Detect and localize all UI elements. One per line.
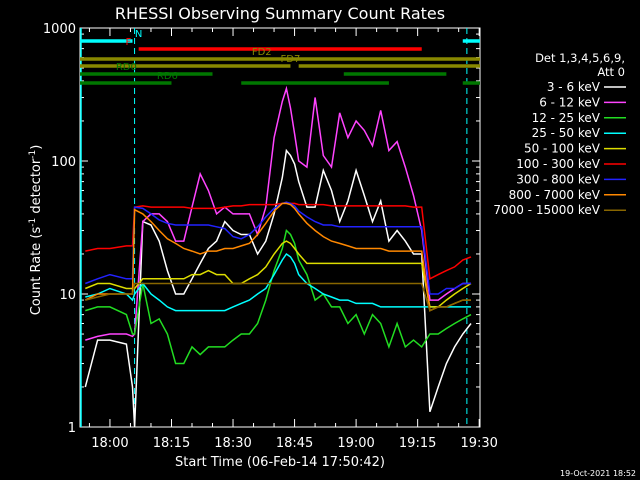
x-tick-label: 19:30 [460, 436, 497, 451]
series-line [84, 202, 471, 312]
series-line [85, 240, 472, 308]
x-tick-label: 19:15 [399, 436, 436, 451]
series-12-25keV [85, 229, 472, 365]
legend-label: 25 - 50 keV [532, 126, 601, 140]
night-boundaries [80, 28, 468, 427]
state-bar-label: RD6 [157, 71, 178, 82]
x-tick-label: 18:45 [276, 436, 313, 451]
plot-area [79, 27, 481, 428]
series-line [84, 148, 472, 428]
x-tick-label: 18:15 [153, 436, 190, 451]
state-bar-fd7: FD7 [80, 54, 480, 68]
series-line [85, 85, 471, 341]
state-bar-n: N [80, 29, 480, 43]
timestamp: 19-Oct-2021 18:52 [560, 469, 636, 478]
legend-label: 50 - 100 keV [524, 142, 601, 156]
series-7000-15000keV [85, 282, 471, 312]
y-axis-label-sup1: -1 [28, 218, 38, 227]
state-bar-fd2: FD2 [80, 47, 480, 61]
state-bar-label: F [126, 37, 132, 48]
legend-label: 300 - 800 keV [516, 172, 600, 186]
state-bar-f: F [126, 37, 422, 51]
series-800-7000keV [84, 202, 471, 312]
axis-ticks: 18:00 18:15 18:30 18:45 19:00 19:15 19:30 1 10 10… [43, 22, 498, 451]
y-tick-label: 1000 [43, 22, 76, 37]
state-bar-label: FD2 [252, 47, 272, 58]
series-6-12keV [85, 85, 471, 341]
chart-title: RHESSI Observing Summary Count Rates [115, 4, 445, 23]
series-3-6keV [84, 148, 472, 428]
y-axis-label-end: ) [29, 145, 44, 150]
legend-header-line2: Att 0 [597, 65, 625, 79]
y-tick-label: 1 [68, 421, 76, 436]
plot-frame [79, 27, 481, 428]
series-layer [84, 85, 472, 428]
legend-label: 800 - 7000 keV [509, 188, 601, 202]
legend-label: 12 - 25 keV [532, 111, 601, 125]
y-tick-label: 100 [51, 155, 76, 170]
legend-header-line1: Det 1,3,4,5,6,9, [535, 51, 625, 65]
legend-label: 7000 - 15000 keV [493, 203, 600, 217]
series-300-800keV [85, 201, 471, 295]
y-axis-label-mid: detector [29, 158, 44, 218]
state-bar-label: N [135, 29, 142, 40]
y-axis-label-main: Count Rate (s [29, 227, 44, 316]
series-25-50keV [85, 252, 471, 312]
y-axis-label-sup2: -1 [28, 150, 38, 159]
x-tick-label: 19:00 [337, 436, 374, 451]
x-axis-label: Start Time (06-Feb-14 17:50:42) [175, 455, 385, 470]
x-tick-label: 18:00 [91, 436, 128, 451]
series-50-100keV [85, 240, 472, 308]
state-bar-rd0: RD0 [80, 62, 447, 76]
series-line [85, 252, 471, 312]
state-bar-label: FD7 [281, 54, 301, 65]
state-bar-rd6: RD6 [80, 71, 480, 85]
y-axis-label: Count Rate (s-1 detector-1) [28, 145, 44, 316]
state-bar-label: RD0 [116, 62, 137, 73]
x-tick-label: 18:30 [214, 436, 251, 451]
legend-label: 6 - 12 keV [539, 95, 601, 109]
series-line [85, 282, 471, 312]
y-tick-label: 10 [59, 288, 76, 303]
state-bars: NF FD2 FD7 RD0 RD6 [80, 29, 480, 85]
series-line [85, 229, 472, 365]
legend-label: 3 - 6 keV [547, 80, 601, 94]
series-line [85, 201, 471, 295]
legend-label: 100 - 300 keV [516, 157, 600, 171]
